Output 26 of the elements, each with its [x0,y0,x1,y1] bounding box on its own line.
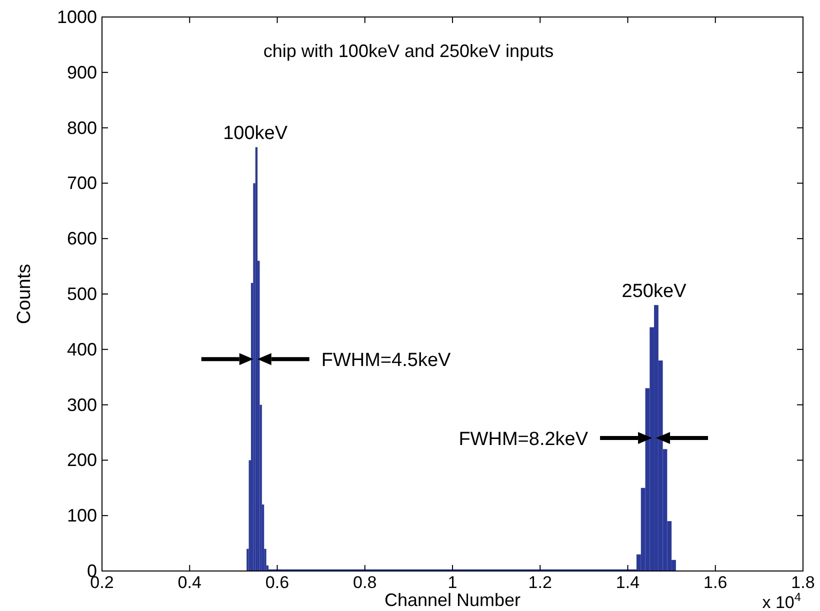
annotation: FWHM=4.5keV [321,350,452,372]
x-tick-label: 1.2 [528,573,552,592]
x-tick-label: 0.4 [178,573,202,592]
x-axis-title: Channel Number [384,590,521,610]
annotation: 250keV [622,281,687,302]
y-tick-label: 800 [66,118,97,138]
y-tick-label: 400 [66,339,97,360]
y-tick-label: 200 [66,450,97,470]
x-tick-label: 1 [448,573,458,592]
y-tick-label: 1000 [56,7,97,27]
x-tick-label: 0.8 [353,573,377,592]
y-tick-label: 100 [66,506,97,526]
y-tick-label: 500 [66,284,97,304]
x-tick-label: 1.4 [616,573,640,592]
y-tick-label: 700 [66,173,97,194]
x-tick-label: 0.6 [265,573,290,592]
y-tick-label: 600 [66,228,97,249]
y-axis-title: Counts [14,264,35,324]
text: x 10$^{4}$ [762,590,802,611]
text: chip with 100keV and 250keV inputs [263,41,554,61]
annotation: 100keV [223,123,288,144]
y-tick-label: 300 [66,394,97,415]
x-tick-label: 1.6 [704,573,728,592]
annotation: FWHM=8.2keV [458,429,588,450]
y-tick-label: 900 [66,62,97,82]
x-tick-label: 1.8 [791,573,815,592]
